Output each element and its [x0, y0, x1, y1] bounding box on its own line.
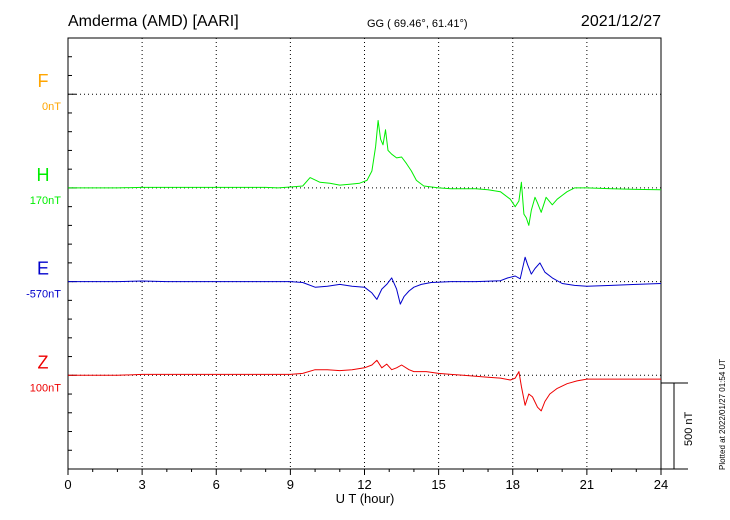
trace-E — [68, 256, 662, 305]
x-tick-label: 24 — [654, 477, 668, 492]
scale-bar-label: 500 nT — [683, 411, 695, 446]
axis-ticks: 0 3 6 9 12 15 18 21 24 — [64, 37, 668, 492]
x-tick-label: 9 — [287, 477, 294, 492]
x-tick-label: 12 — [357, 477, 371, 492]
scale-bar: 500 nT — [661, 382, 695, 470]
coordinates-label: GG ( 69.46°, 61.41°) — [367, 18, 468, 30]
trace-H — [68, 120, 662, 226]
x-tick-label: 6 — [213, 477, 220, 492]
trace-Z — [68, 359, 661, 412]
grid-lines — [68, 38, 661, 469]
component-labels: F 0nT H 170nT E -570nT Z 100nT — [26, 71, 61, 394]
x-tick-label: 15 — [431, 477, 445, 492]
baseline-value-Z: 100nT — [30, 382, 61, 394]
plotted-timestamp: Plotted at 2022/01/27 01:54 UT — [718, 359, 727, 470]
x-tick-label: 3 — [139, 477, 146, 492]
traces — [68, 120, 662, 412]
component-name-E: E — [37, 259, 49, 279]
x-axis-label: U T (hour) — [336, 491, 395, 506]
component-name-F: F — [38, 71, 49, 91]
x-tick-label: 18 — [506, 477, 520, 492]
component-name-Z: Z — [38, 352, 49, 372]
baseline-value-F: 0nT — [42, 101, 61, 113]
x-tick-label: 21 — [580, 477, 594, 492]
x-tick-label: 0 — [64, 477, 71, 492]
component-name-H: H — [37, 165, 50, 185]
baseline-value-E: -570nT — [26, 289, 61, 301]
station-title: Amderma (AMD) [AARI] — [68, 13, 239, 30]
baseline-value-H: 170nT — [30, 195, 61, 207]
date-label: 2021/12/27 — [581, 13, 661, 30]
